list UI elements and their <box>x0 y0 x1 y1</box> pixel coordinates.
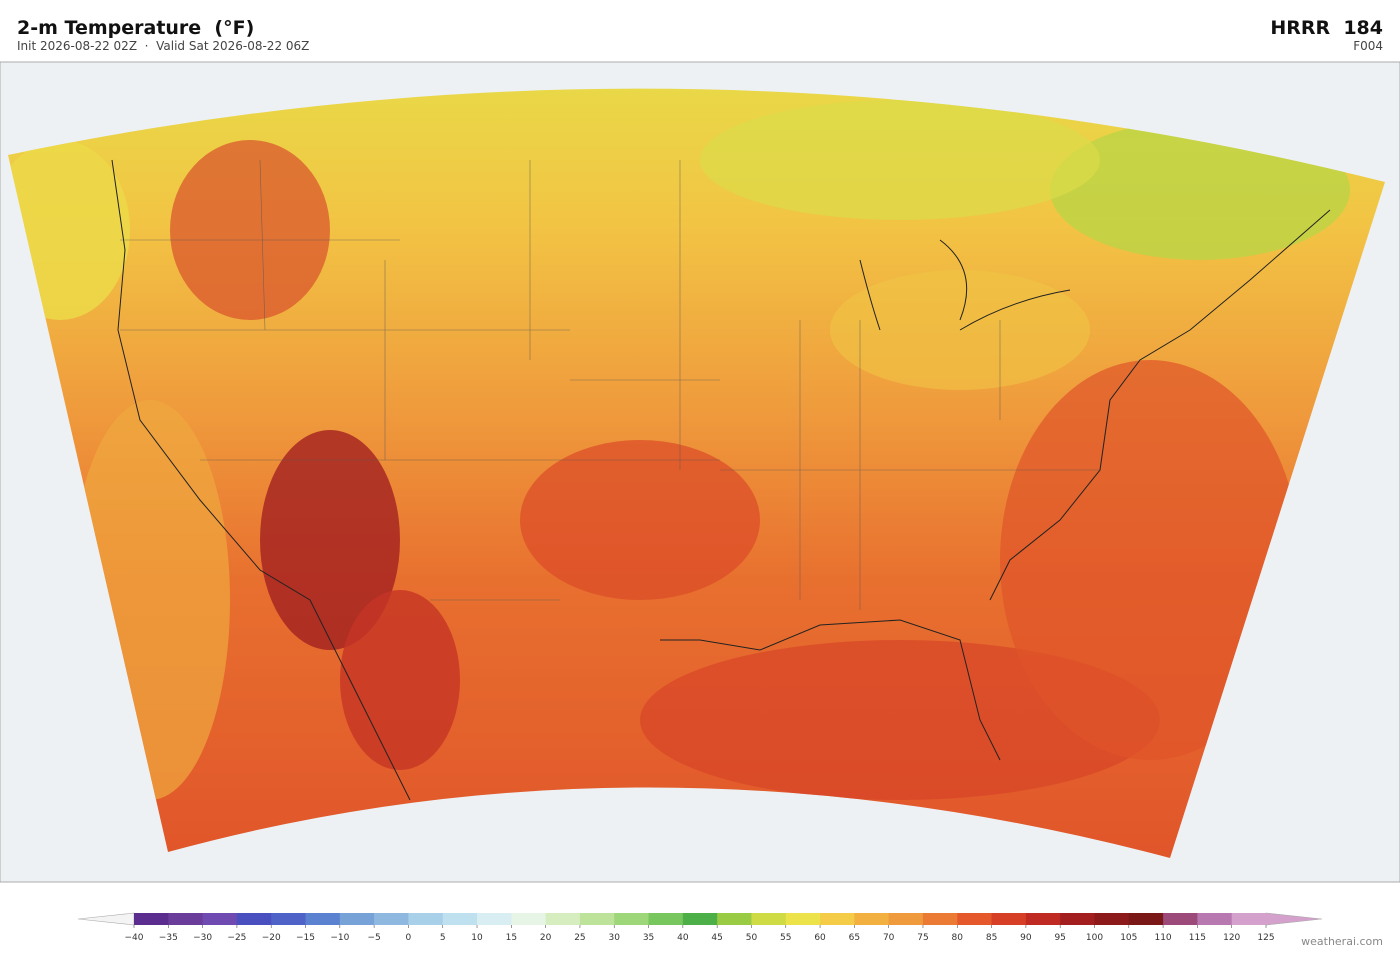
colorbar-segment <box>820 913 855 925</box>
colorbar-tick-label: −35 <box>159 933 178 943</box>
colorbar-tick-label: 15 <box>506 933 517 943</box>
map-subtitle: Init 2026-08-22 02Z · Valid Sat 2026-08-… <box>17 39 309 53</box>
colorbar-tick-label: 65 <box>849 933 860 943</box>
colorbar-tick-label: −25 <box>227 933 246 943</box>
colorbar-tick-label: 55 <box>780 933 791 943</box>
colorbar-segment <box>511 913 547 925</box>
colorbar-segment <box>202 913 238 925</box>
colorbar-segment <box>614 913 650 925</box>
colorbar-tick-label: −10 <box>330 933 349 943</box>
colorbar-tick-label: 105 <box>1120 933 1137 943</box>
colorbar-segment <box>1025 913 1061 925</box>
colorbar-tick-label: −15 <box>296 933 315 943</box>
colorbar-tick-label: 70 <box>883 933 895 943</box>
colorbar-segment <box>1128 913 1164 925</box>
colorbar-segment <box>339 913 375 925</box>
colorbar-tick-label: 45 <box>711 933 722 943</box>
colorbar-tick-label: 30 <box>609 933 621 943</box>
colorbar-segment <box>134 913 169 925</box>
colorbar-segment <box>957 913 993 925</box>
colorbar-tick-label: −30 <box>193 933 212 943</box>
model-label: HRRR 184 <box>1270 17 1383 39</box>
colorbar-segment <box>408 913 444 925</box>
colorbar-tick-label: 85 <box>986 933 997 943</box>
colorbar-tick-label: 90 <box>1020 933 1032 943</box>
map-title: 2-m Temperature (°F) <box>17 17 254 39</box>
state-borders <box>120 159 1100 610</box>
colorbar-tick-label: 100 <box>1086 933 1103 943</box>
colorbar-segment <box>922 913 958 925</box>
colorbar-segment <box>168 913 204 925</box>
colorbar-segment <box>888 913 924 925</box>
colorbar-tick-label: 40 <box>677 933 689 943</box>
colorbar-segment <box>271 913 307 925</box>
colorbar-tick-label: 120 <box>1223 933 1240 943</box>
colorbar-tick-label: 60 <box>814 933 826 943</box>
colorbar-segment <box>785 913 821 925</box>
colorbar-tick-label: 0 <box>406 933 412 943</box>
colorbar-segment <box>305 913 341 925</box>
colorbar-tick-label: 20 <box>540 933 552 943</box>
temperature-field <box>8 88 1385 859</box>
colorbar-over <box>1265 912 1323 926</box>
credit: weatherai.com <box>1301 935 1383 948</box>
colorbar-segment <box>477 913 512 925</box>
colorbar-tick-label: 80 <box>952 933 964 943</box>
colorbar-tick-label: 10 <box>471 933 483 943</box>
colorbar-tick-label: 95 <box>1054 933 1065 943</box>
colorbar-segment <box>545 913 581 925</box>
colorbar-segment <box>1163 913 1198 925</box>
colorbar-segment <box>1231 913 1267 925</box>
colorbar-tick-label: 5 <box>440 933 446 943</box>
colorbar-tick-label: 125 <box>1257 933 1274 943</box>
colorbar-segment <box>648 913 684 925</box>
colorbar-segment <box>717 913 752 925</box>
colorbar-segment <box>854 913 890 925</box>
coastlines <box>111 159 1331 801</box>
colorbar-segment <box>442 913 478 925</box>
colorbar-under <box>77 912 135 926</box>
colorbar-tick-label: 35 <box>643 933 654 943</box>
colorbar-segment <box>682 913 718 925</box>
colorbar-segment <box>579 913 615 925</box>
colorbar-tick-label: −40 <box>125 933 144 943</box>
colorbar-segment <box>1094 913 1130 925</box>
forecast-hour: F004 <box>1353 39 1383 53</box>
colorbar-tick-label: 50 <box>746 933 758 943</box>
colorbar-tick-label: −20 <box>262 933 281 943</box>
colorbar-tick-label: 75 <box>917 933 928 943</box>
colorbar: −40 −35 −30 −25 −20 −15 −10 −5 0 5 10 15 20 25 30 35 40 4… <box>77 912 1323 943</box>
colorbar-segment <box>236 913 272 925</box>
colorbar-tick-label: 110 <box>1154 933 1171 943</box>
colorbar-tick-label: 115 <box>1189 933 1206 943</box>
colorbar-tick-label: −5 <box>367 933 380 943</box>
colorbar-segment <box>1060 913 1095 925</box>
colorbar-segment <box>1197 913 1233 925</box>
colorbar-segment <box>374 913 409 925</box>
colorbar-segment <box>751 913 787 925</box>
colorbar-tick-label: 25 <box>574 933 585 943</box>
colorbar-segment <box>991 913 1027 925</box>
